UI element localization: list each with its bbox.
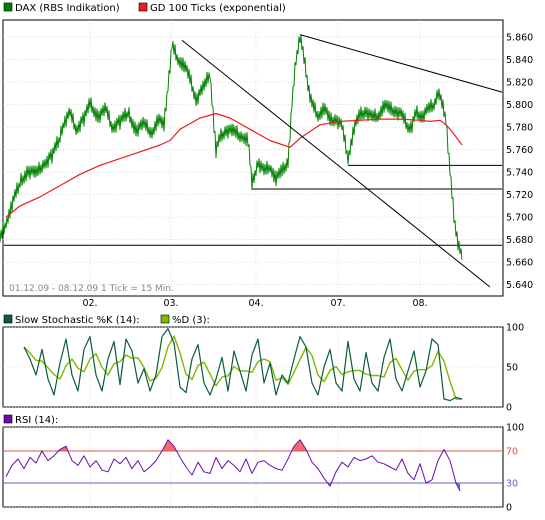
stochastic-y-tick-label: 0 [506, 403, 512, 414]
period-label: 01.12.09 - 08.12.09 1 Tick = 15 Min. [9, 284, 174, 294]
price-series-line [0, 34, 463, 261]
trendlines [181, 34, 503, 288]
legend-label-stoch-d: %D (3): [172, 315, 210, 326]
price-y-tick-label: 5.700 [506, 213, 533, 224]
x-tick-label: 02. [82, 298, 97, 309]
stochastic-k-line [23, 328, 463, 402]
price-y-tick-label: 5.860 [506, 32, 533, 43]
rsi-legend: RSI (14): [3, 414, 58, 426]
price-y-tick-label: 5.820 [506, 77, 533, 88]
rsi-y-tick-label: 100 [506, 423, 524, 434]
x-tick-label: 08. [412, 298, 427, 309]
price-y-tick-label: 5.800 [506, 100, 533, 111]
series-lines [0, 34, 463, 492]
legend-label-rsi: RSI (14): [15, 415, 58, 426]
trendline [299, 34, 503, 93]
legend-swatch-dax [3, 2, 13, 12]
stochastic-d-line [23, 335, 462, 400]
price-y-tick-label: 5.740 [506, 168, 533, 179]
price-panel-frame [2, 19, 504, 297]
price-y-tick-label: 5.660 [506, 258, 533, 269]
x-tick-label: 07. [330, 298, 345, 309]
rsi-overbought-fill [168, 439, 174, 451]
price-y-tick-label: 5.640 [506, 280, 533, 291]
stochastic-legend: Slow Stochastic %K (14): %D (3): [3, 314, 210, 326]
stochastic-y-tick-label: 50 [506, 363, 518, 374]
rsi-y-tick-label: 0 [506, 503, 512, 514]
level-lines [3, 164, 503, 484]
rsi-overbought-fill [294, 439, 300, 451]
tick-labels: 5.640 5.660 5.680 5.700 5.720 5.740 5.760 5.780… [82, 32, 533, 513]
legend-label-stoch-k: Slow Stochastic %K (14): [15, 315, 140, 326]
legend-swatch-stoch-k [3, 314, 13, 324]
legend-label-gd: GD 100 Ticks (exponential) [150, 3, 286, 14]
stochastic-y-tick-label: 100 [506, 323, 524, 334]
trendline [181, 39, 491, 288]
x-tick-label: 04. [248, 298, 263, 309]
price-y-tick-label: 5.840 [506, 55, 533, 66]
legend-swatch-gd [138, 2, 148, 12]
rsi-y-tick-label: 70 [506, 447, 518, 458]
x-tick-label: 03. [163, 298, 178, 309]
price-y-tick-label: 5.720 [506, 190, 533, 201]
price-y-tick-label: 5.780 [506, 123, 533, 134]
rsi-panel-frame [2, 426, 504, 508]
price-legend: DAX (RBS Indikation) GD 100 Ticks (expon… [3, 2, 286, 14]
rsi-series-line [5, 439, 461, 492]
stochastic-grid [3, 326, 503, 408]
price-y-tick-label: 5.680 [506, 235, 533, 246]
legend-swatch-rsi [3, 414, 13, 424]
price-grid [3, 20, 503, 296]
rsi-y-tick-label: 30 [506, 479, 518, 490]
price-y-tick-label: 5.760 [506, 145, 533, 156]
legend-label-dax: DAX (RBS Indikation) [15, 3, 120, 14]
legend-swatch-stoch-d [160, 314, 170, 324]
gd-100-series-line [5, 112, 463, 218]
